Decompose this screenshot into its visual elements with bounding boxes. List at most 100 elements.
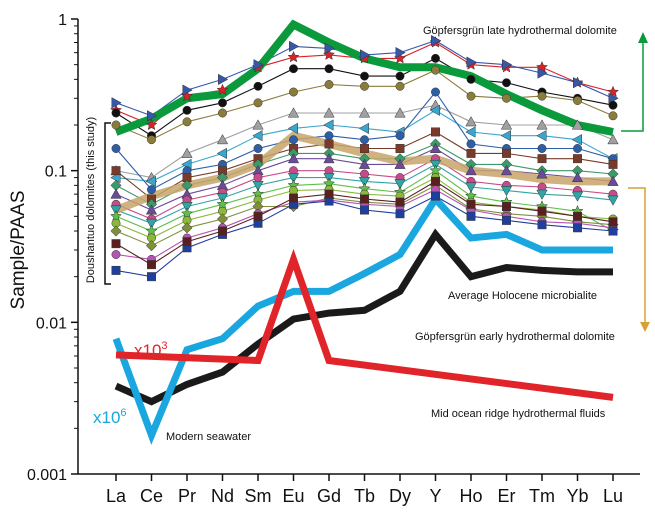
sample-point [537,154,547,164]
sample-point [607,195,619,206]
sample-point [324,64,334,74]
series-line-average-holocene-microbialite [114,228,613,406]
sample-point [502,78,511,88]
sample-point [147,272,156,282]
x-tick-label-nd: Nd [211,486,234,506]
sample-point [608,217,618,227]
sample-point [323,152,335,164]
sample-point [466,74,476,84]
sample-point [289,135,298,145]
series-line-modern-seawater [112,193,613,445]
sample-point [466,139,476,149]
sample-point [573,77,584,89]
sample-point [571,119,584,130]
sample-point [571,134,582,146]
sample-point [287,107,300,118]
sample-point [289,186,298,195]
sample-point [216,147,227,160]
sample-point [216,133,229,145]
annotation-early-hydrothermal: Göpfersgrün early hydrothermal dolomite [415,331,615,343]
early-arrow-head [640,322,650,332]
series-line-mid-ocean-ridge-hydrothermal-fluids [115,248,614,401]
sample-point [431,34,442,47]
sample-point [110,188,122,199]
sample-point [537,206,547,216]
sample-point [218,98,227,108]
late-arrow-head [638,32,648,43]
x-tick-label-tm: Tm [529,486,555,506]
x1e6-exponent: 6 [120,407,126,419]
sample-point [324,42,335,55]
y-axis-label: Sample/PAAS [8,191,29,310]
reference-lines-layer [112,19,614,445]
sample-point [287,173,300,184]
sample-point [218,108,227,118]
sample-point [465,126,476,138]
sample-point [216,213,229,225]
x-tick-label-yb: Yb [566,486,588,506]
sample-point [395,71,405,81]
sample-point [111,239,121,249]
sample-point [395,144,405,153]
annotation-late-hydrothermal: Göpfersgrün late hydrothermal dolomite [423,25,617,37]
x-tick-label-gd: Gd [317,486,341,506]
sample-point [252,180,264,192]
sample-point [358,176,371,188]
sample-point [360,205,369,215]
sample-point [466,56,477,68]
sample-point [536,168,548,179]
sample-point [253,81,263,91]
sample-point [571,191,584,202]
sample-point [145,175,156,188]
sample-point [324,139,334,149]
sample-point [252,119,264,130]
sample-point [182,117,192,127]
sample-point [395,197,405,207]
sample-point [218,73,229,86]
sample-point [287,152,300,164]
sample-point [360,71,369,81]
sample-point [358,158,371,169]
sample-point [360,144,369,153]
annotation-seawater: Modern seawater [166,431,251,443]
sample-point [181,147,193,158]
sample-point [182,237,192,247]
sample-point [358,107,371,118]
y-tick-label: 0.1 [45,164,67,181]
x-tick-label-ce: Ce [140,486,163,506]
sample-point [289,64,298,74]
sample-point [431,87,440,97]
sample-point [360,81,369,91]
sample-point [466,211,476,221]
x-tick-label-eu: Eu [282,486,304,506]
x-tick-label-tb: Tb [354,486,375,506]
sample-point [289,87,298,97]
sample-point [465,182,477,193]
sample-point [431,191,440,201]
sample-point [182,105,192,115]
sample-point [323,107,335,118]
sample-point [145,204,158,215]
sample-point [431,176,440,186]
annotation-x1e6: x106 [93,407,127,427]
sample-point [147,260,156,270]
sample-point [537,144,547,153]
sample-point [537,220,547,230]
sample-point [537,91,547,101]
late-arrow [621,40,644,132]
sample-point [147,185,156,195]
sample-point [287,122,298,135]
sample-point [573,96,582,105]
sample-point [287,50,300,63]
sample-point [147,135,156,145]
sample-point [431,127,440,137]
sample-point [252,130,263,142]
sample-point [607,175,619,186]
early-arrow [628,187,646,324]
axes: 0.001 0.01 0.1 1 La Ce Pr Nd Sm Eu Gd Tb Dy Y Ho Er Tm Yb… [27,12,640,506]
x1000-base: x10 [134,341,161,360]
bracket [104,122,111,285]
sample-point [253,59,264,71]
sample-point [608,226,618,236]
